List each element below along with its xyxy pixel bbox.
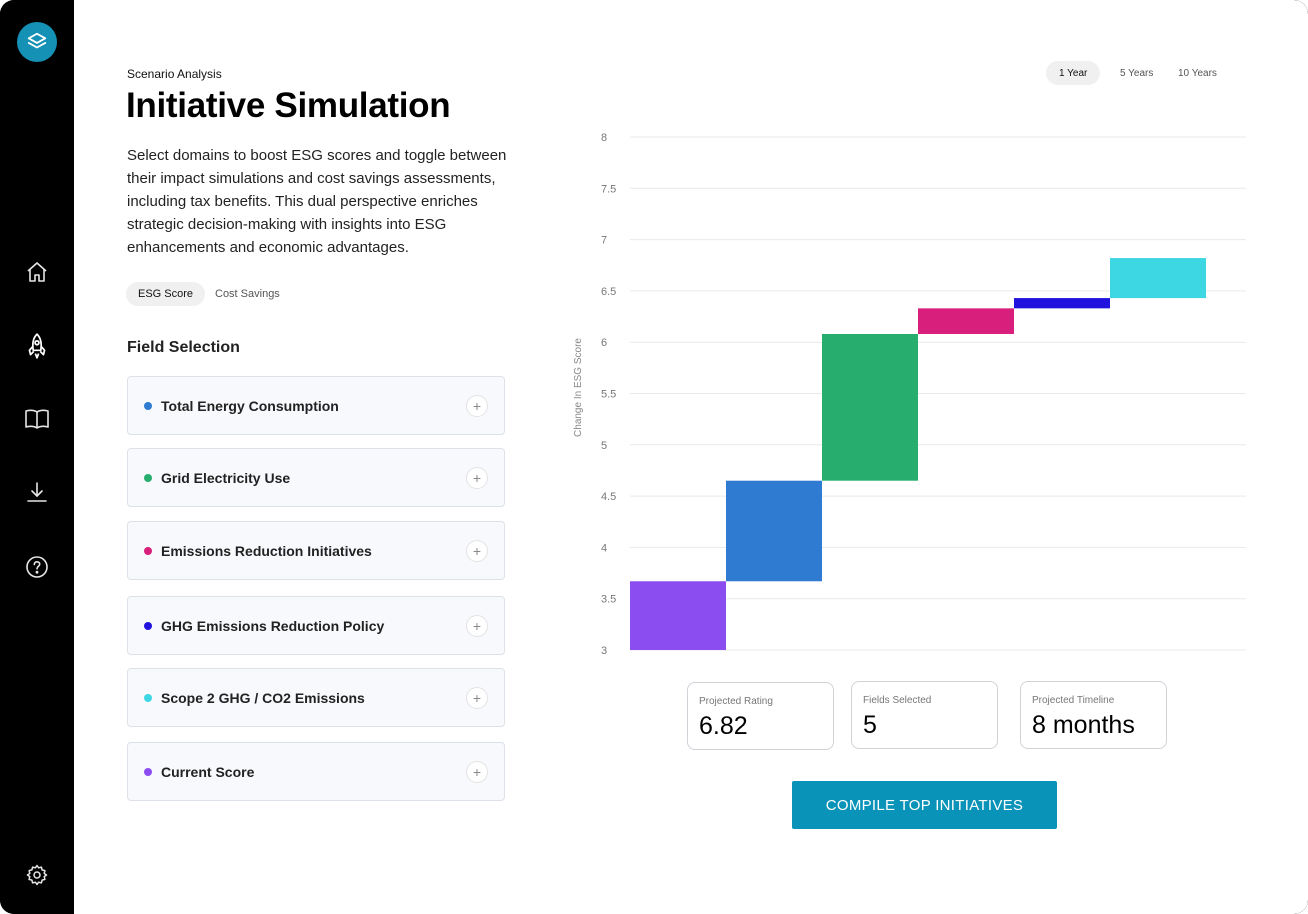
y-tick-label: 6 — [601, 337, 607, 349]
add-field-plus-icon[interactable]: + — [466, 614, 488, 637]
esg-waterfall-chart: 8 7.5 7 6.5 6 5.5 5 4.5 4 3.5 3 Change In ESG Score — [573, 132, 1246, 657]
settings-gear-icon[interactable] — [22, 860, 52, 890]
layers-logo-icon[interactable] — [17, 22, 57, 62]
waterfall-bar — [918, 308, 1014, 334]
field-item[interactable]: GHG Emissions Reduction Policy + — [127, 596, 505, 655]
add-field-plus-icon[interactable]: + — [466, 760, 488, 783]
fields-selected-caption: Fields Selected — [863, 695, 932, 706]
fields-selected-card: Fields Selected 5 — [851, 681, 998, 749]
field-label: Grid Electricity Use — [161, 469, 291, 486]
waterfall-bar — [726, 480, 822, 582]
y-tick-label: 7.5 — [601, 183, 616, 195]
projected-timeline-card: Projected Timeline 8 months — [1020, 681, 1167, 749]
field-item[interactable]: Current Score + — [127, 742, 505, 801]
waterfall-bar — [822, 333, 918, 481]
add-field-plus-icon[interactable]: + — [466, 686, 488, 709]
add-field-plus-icon[interactable]: + — [466, 466, 488, 489]
add-field-plus-icon[interactable]: + — [466, 394, 488, 417]
tab-esg-score[interactable]: ESG Score — [126, 282, 206, 306]
y-tick-label: 7 — [601, 235, 607, 247]
projected-rating-value: 6.82 — [699, 712, 748, 740]
download-icon[interactable] — [22, 477, 52, 507]
field-color-dot — [144, 693, 152, 702]
field-label: GHG Emissions Reduction Policy — [161, 617, 385, 634]
field-item[interactable]: Scope 2 GHG / CO2 Emissions + — [127, 668, 505, 727]
period-10-years[interactable]: 10 Years — [1178, 67, 1217, 79]
y-tick-label: 5.5 — [601, 389, 616, 401]
field-label: Total Energy Consumption — [161, 397, 339, 414]
page-eyebrow: Scenario Analysis — [127, 67, 222, 81]
field-item[interactable]: Total Energy Consumption + — [127, 376, 505, 435]
help-icon[interactable] — [22, 552, 52, 582]
sidebar — [0, 0, 74, 914]
waterfall-bar — [630, 581, 726, 650]
projected-timeline-value: 8 months — [1032, 711, 1135, 739]
fields-selected-value: 5 — [863, 711, 877, 739]
field-item[interactable]: Emissions Reduction Initiatives + — [127, 521, 505, 580]
home-icon[interactable] — [22, 257, 52, 287]
waterfall-bar — [1014, 298, 1110, 309]
period-1-year[interactable]: 1 Year — [1046, 61, 1101, 85]
y-tick-label: 4.5 — [601, 491, 616, 503]
main-panel: Scenario Analysis Initiative Simulation … — [74, 0, 1308, 914]
y-tick-label: 8 — [601, 132, 607, 144]
y-tick-label: 6.5 — [601, 286, 616, 298]
field-label: Emissions Reduction Initiatives — [161, 542, 372, 559]
field-color-dot — [144, 767, 152, 776]
field-color-dot — [144, 621, 152, 630]
compile-top-initiatives-button[interactable]: COMPILE TOP INITIATIVES — [792, 781, 1057, 829]
y-axis-label: Change In ESG Score — [573, 338, 584, 437]
tab-cost-savings[interactable]: Cost Savings — [215, 288, 280, 300]
waterfall-bar — [1110, 258, 1206, 299]
projected-rating-card: Projected Rating 6.82 — [687, 682, 834, 750]
add-field-plus-icon[interactable]: + — [466, 539, 488, 562]
field-selection-title: Field Selection — [127, 339, 240, 356]
field-color-dot — [144, 401, 152, 410]
y-tick-label: 3.5 — [601, 594, 616, 606]
y-tick-label: 3 — [601, 645, 607, 657]
projected-timeline-caption: Projected Timeline — [1032, 695, 1115, 706]
field-label: Scope 2 GHG / CO2 Emissions — [161, 689, 365, 706]
y-tick-label: 4 — [601, 542, 607, 554]
field-item[interactable]: Grid Electricity Use + — [127, 448, 505, 507]
field-color-dot — [144, 473, 152, 482]
projected-rating-caption: Projected Rating — [699, 696, 773, 707]
page-title: Initiative Simulation — [126, 86, 451, 125]
field-label: Current Score — [161, 763, 255, 780]
book-icon[interactable] — [22, 404, 52, 434]
y-tick-label: 5 — [601, 440, 607, 452]
field-color-dot — [144, 546, 152, 555]
rocket-icon[interactable] — [22, 331, 52, 361]
period-5-years[interactable]: 5 Years — [1120, 67, 1154, 79]
page-description: Select domains to boost ESG scores and t… — [127, 147, 507, 256]
